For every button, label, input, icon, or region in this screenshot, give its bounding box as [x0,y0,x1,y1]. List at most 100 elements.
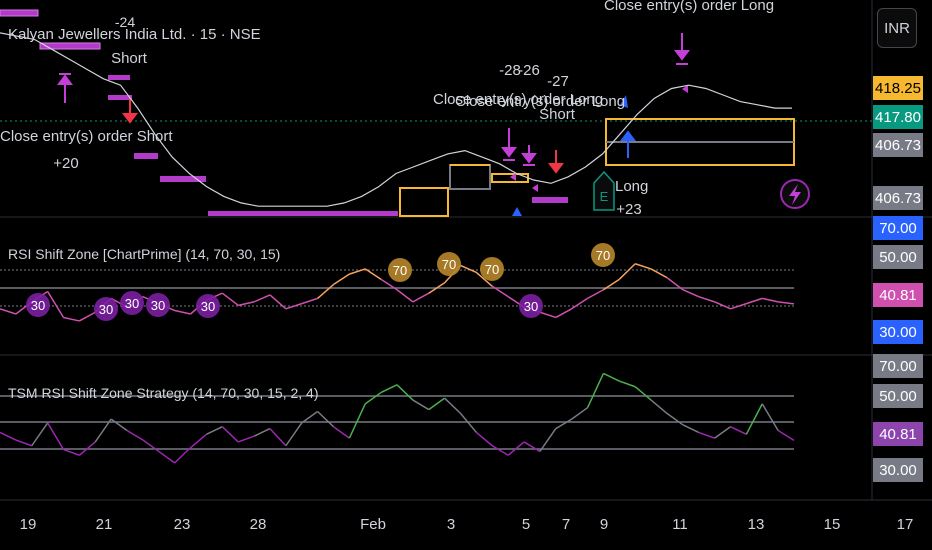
annotation-profit: -24 [115,14,135,30]
strategy-line-segment [730,426,747,435]
rsi-line-segment [349,268,366,275]
strategy-axis-tag: 40.81 [873,422,923,446]
annotation-label: Short [111,50,148,67]
time-axis-label: 3 [447,516,455,533]
strategy-line-segment [253,427,271,437]
rsi-line-segment [301,297,318,305]
strategy-axis-tag: 70.00 [873,354,923,378]
short-zone-3 [108,75,130,80]
rsi-marker-low [519,294,543,318]
strategy-line-segment [459,412,477,433]
price-pane-shapes [0,9,872,217]
rsi-line-segment [650,268,668,279]
rsi-line-segment [221,292,239,306]
trade-arrow-up-blue-1 [620,130,636,158]
price-axis-tag: 417.80 [873,105,923,129]
rsi-line-segment [333,273,350,286]
currency-button[interactable]: INR [877,8,917,48]
strategy-line-segment [714,426,731,439]
short-zone-5 [134,153,158,159]
strategy-line-segment [0,431,17,441]
strategy-line-segment [269,428,287,447]
strategy-line-segment [126,429,144,441]
rsi-axis-tag: 70.00 [873,216,923,240]
time-axis[interactable]: 19 21 23 28 Feb 3 5 7 9 11 13 15 17 [20,516,914,533]
rsi-line-segment [730,302,747,310]
rsi-line-segment [603,278,620,291]
time-axis-label: 9 [600,516,608,533]
strategy-line-segment [221,426,239,443]
strategy-line-segment [586,373,605,408]
strategy-line-segment [174,447,192,464]
annotation-label: Close entry(s) order Long [433,91,603,108]
annotation-label: Short [539,106,576,123]
strategy-axis-tag: 30.00 [873,458,923,482]
time-axis-label: 28 [250,516,267,533]
rsi-pane-title[interactable]: RSI Shift Zone [ChartPrime] (14, 70, 30,… [8,246,280,262]
rsi-line-segment [253,294,271,303]
strategy-line-segment [380,384,398,394]
rsi-line-segment [174,309,191,315]
rsi-axis-tag: 50.00 [873,245,923,269]
rsi-marker-high [591,243,615,267]
strategy-line-segment [348,403,366,439]
rsi-marker-low [94,297,118,321]
rsi-marker-label: 70 [393,263,407,278]
earnings-badge[interactable] [593,170,615,211]
strategy-line-segment [428,397,446,411]
price-axis-tag: 406.73 [873,133,923,157]
time-axis-label: 15 [824,516,841,533]
strategy-line-segment [650,399,668,414]
strategy-line-segment [777,429,795,442]
symbol-title[interactable]: Kalyan Jewellers India Ltd. · 15 · NSE [8,26,261,43]
time-axis-label: 7 [562,516,570,533]
trade-arrow-down-4 [548,150,564,174]
rsi-line-segment [475,271,493,287]
rsi-line-segment [666,277,684,291]
annotation-label: Close entry(s) order Long [455,93,625,110]
annotation-profit: -27 [547,73,569,90]
trade-arrow-up-blue-2 [512,207,522,216]
rsi-line-segment [364,268,382,280]
flag-left-1 [510,173,516,181]
rsi-line-segment [587,289,604,300]
strategy-line-segment [63,448,80,456]
rsi-marker-label: 30 [201,299,215,314]
time-axis-label: 19 [20,516,37,533]
rsi-line-segment [63,316,80,322]
strategy-line-segment [31,422,49,447]
rsi-line-segment [79,311,96,322]
rsi-line-segment [285,302,302,310]
strategy-plot [0,372,795,464]
strategy-line-segment [364,391,382,405]
strategy-line-segment [571,407,588,420]
strategy-pane-title[interactable]: TSM RSI Shift Zone Strategy (14, 70, 30,… [8,385,318,401]
trade-arrow-down-2 [501,128,517,161]
price-plot [0,32,792,207]
price-axis-tag: 418.25 [873,76,923,100]
rsi-marker-label: 30 [125,296,139,311]
alert-lightning-icon[interactable] [780,179,810,209]
rsi-marker-low [120,291,144,315]
strategy-line-segment [507,441,525,456]
time-axis-label: 13 [748,516,765,533]
rsi-line-segment [571,297,588,310]
strategy-line-segment [666,412,684,426]
strategy-line-segment [745,403,763,435]
rsi-line-segment [746,297,763,305]
rsi-marker-high [437,252,461,276]
annotation-profit: -28 [499,62,521,79]
strategy-line-segment [15,439,33,447]
rsi-markers: 30 30 30 30 30 70 70 70 30 70 [26,243,615,321]
rsi-line-segment [618,263,636,280]
rsi-line-segment [396,289,414,303]
trade-arrow-down-5 [674,33,690,65]
short-zone-8 [532,197,568,203]
zone-box-2 [449,164,491,190]
rsi-line-segment [269,294,287,310]
rsi-marker-low [26,293,50,317]
rsi-marker-label: 70 [442,257,456,272]
annotation-label: Long [615,178,648,195]
rsi-line-segment [428,282,446,294]
time-axis-label: 17 [897,516,914,533]
